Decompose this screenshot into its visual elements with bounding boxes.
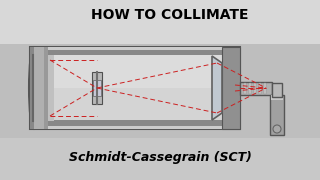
Bar xyxy=(30,47,34,129)
Bar xyxy=(0,44,320,180)
Bar xyxy=(30,47,240,129)
Bar xyxy=(30,47,48,129)
Bar xyxy=(222,47,240,129)
Bar xyxy=(0,0,320,44)
Bar xyxy=(249,82,251,93)
Bar xyxy=(93,80,101,96)
Bar xyxy=(272,83,282,97)
Bar xyxy=(30,47,240,56)
Bar xyxy=(240,82,272,94)
Bar xyxy=(0,138,320,180)
Bar xyxy=(48,55,54,121)
Bar xyxy=(30,47,240,50)
Bar xyxy=(48,55,222,121)
Bar xyxy=(48,55,222,88)
Bar xyxy=(30,120,240,129)
Bar xyxy=(264,82,266,93)
Bar xyxy=(92,72,102,104)
Bar xyxy=(270,95,284,135)
Bar xyxy=(30,126,240,129)
Bar xyxy=(254,82,256,93)
Circle shape xyxy=(273,125,281,133)
Text: HOW TO COLLIMATE: HOW TO COLLIMATE xyxy=(91,8,249,22)
Bar xyxy=(44,47,48,129)
Bar xyxy=(244,82,246,93)
Bar xyxy=(271,95,283,100)
Bar xyxy=(259,82,261,93)
Polygon shape xyxy=(212,56,222,120)
Text: Schmidt-Cassegrain (SCT): Schmidt-Cassegrain (SCT) xyxy=(68,152,252,165)
Ellipse shape xyxy=(29,47,39,129)
